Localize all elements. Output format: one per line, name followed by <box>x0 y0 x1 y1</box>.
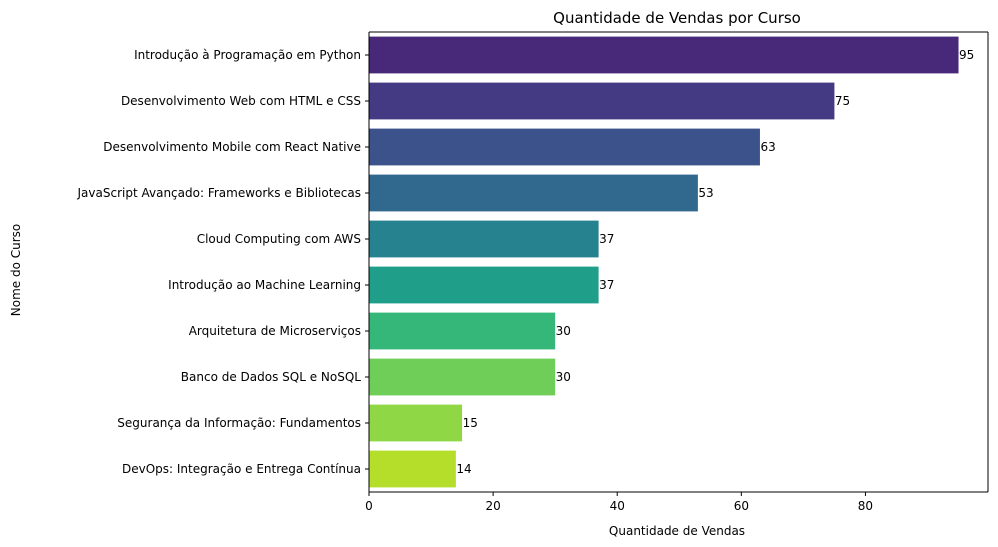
data-label: 37 <box>599 232 614 246</box>
bar <box>369 220 599 258</box>
data-label: 37 <box>599 278 614 292</box>
data-label: 75 <box>835 94 850 108</box>
x-axis-label: Quantidade de Vendas <box>609 524 745 538</box>
data-label: 15 <box>463 416 478 430</box>
data-label: 63 <box>760 140 775 154</box>
bar <box>369 404 463 442</box>
y-tick-label: Introdução à Programação em Python <box>134 48 361 62</box>
data-label: 53 <box>698 186 713 200</box>
bars-group <box>369 36 959 488</box>
y-tick-label: Segurança da Informação: Fundamentos <box>117 416 361 430</box>
x-ticks: 0 20 40 60 80 <box>365 492 873 513</box>
bar <box>369 312 556 350</box>
y-tick-label: DevOps: Integração e Entrega Contínua <box>122 462 361 476</box>
y-axis-label: Nome do Curso <box>9 224 23 317</box>
y-tick-label: Introdução ao Machine Learning <box>168 278 361 292</box>
y-tick-label: Cloud Computing com AWS <box>197 232 361 246</box>
y-tick-label: Banco de Dados SQL e NoSQL <box>181 370 362 384</box>
bar <box>369 36 959 74</box>
bar <box>369 128 760 166</box>
x-tick-label: 60 <box>734 499 749 513</box>
chart-title: Quantidade de Vendas por Curso <box>553 9 801 27</box>
data-label: 30 <box>556 370 571 384</box>
bar <box>369 358 556 396</box>
y-tick-label: Desenvolvimento Mobile com React Native <box>103 140 361 154</box>
y-tick-label: JavaScript Avançado: Frameworks e Biblio… <box>77 186 361 200</box>
data-label: 14 <box>456 462 471 476</box>
bar <box>369 450 456 488</box>
data-labels: 95 75 63 53 37 37 30 30 15 14 <box>456 48 974 476</box>
bar <box>369 174 698 212</box>
x-tick-label: 40 <box>610 499 625 513</box>
y-tick-label: Arquitetura de Microserviços <box>189 324 361 338</box>
x-tick-label: 80 <box>858 499 873 513</box>
x-tick-label: 0 <box>365 499 373 513</box>
bar <box>369 82 835 120</box>
bar <box>369 266 599 304</box>
y-tick-labels: Introdução à Programação em Python Desenv… <box>77 48 369 476</box>
data-label: 95 <box>959 48 974 62</box>
x-tick-label: 20 <box>485 499 500 513</box>
data-label: 30 <box>556 324 571 338</box>
y-tick-label: Desenvolvimento Web com HTML e CSS <box>121 94 361 108</box>
